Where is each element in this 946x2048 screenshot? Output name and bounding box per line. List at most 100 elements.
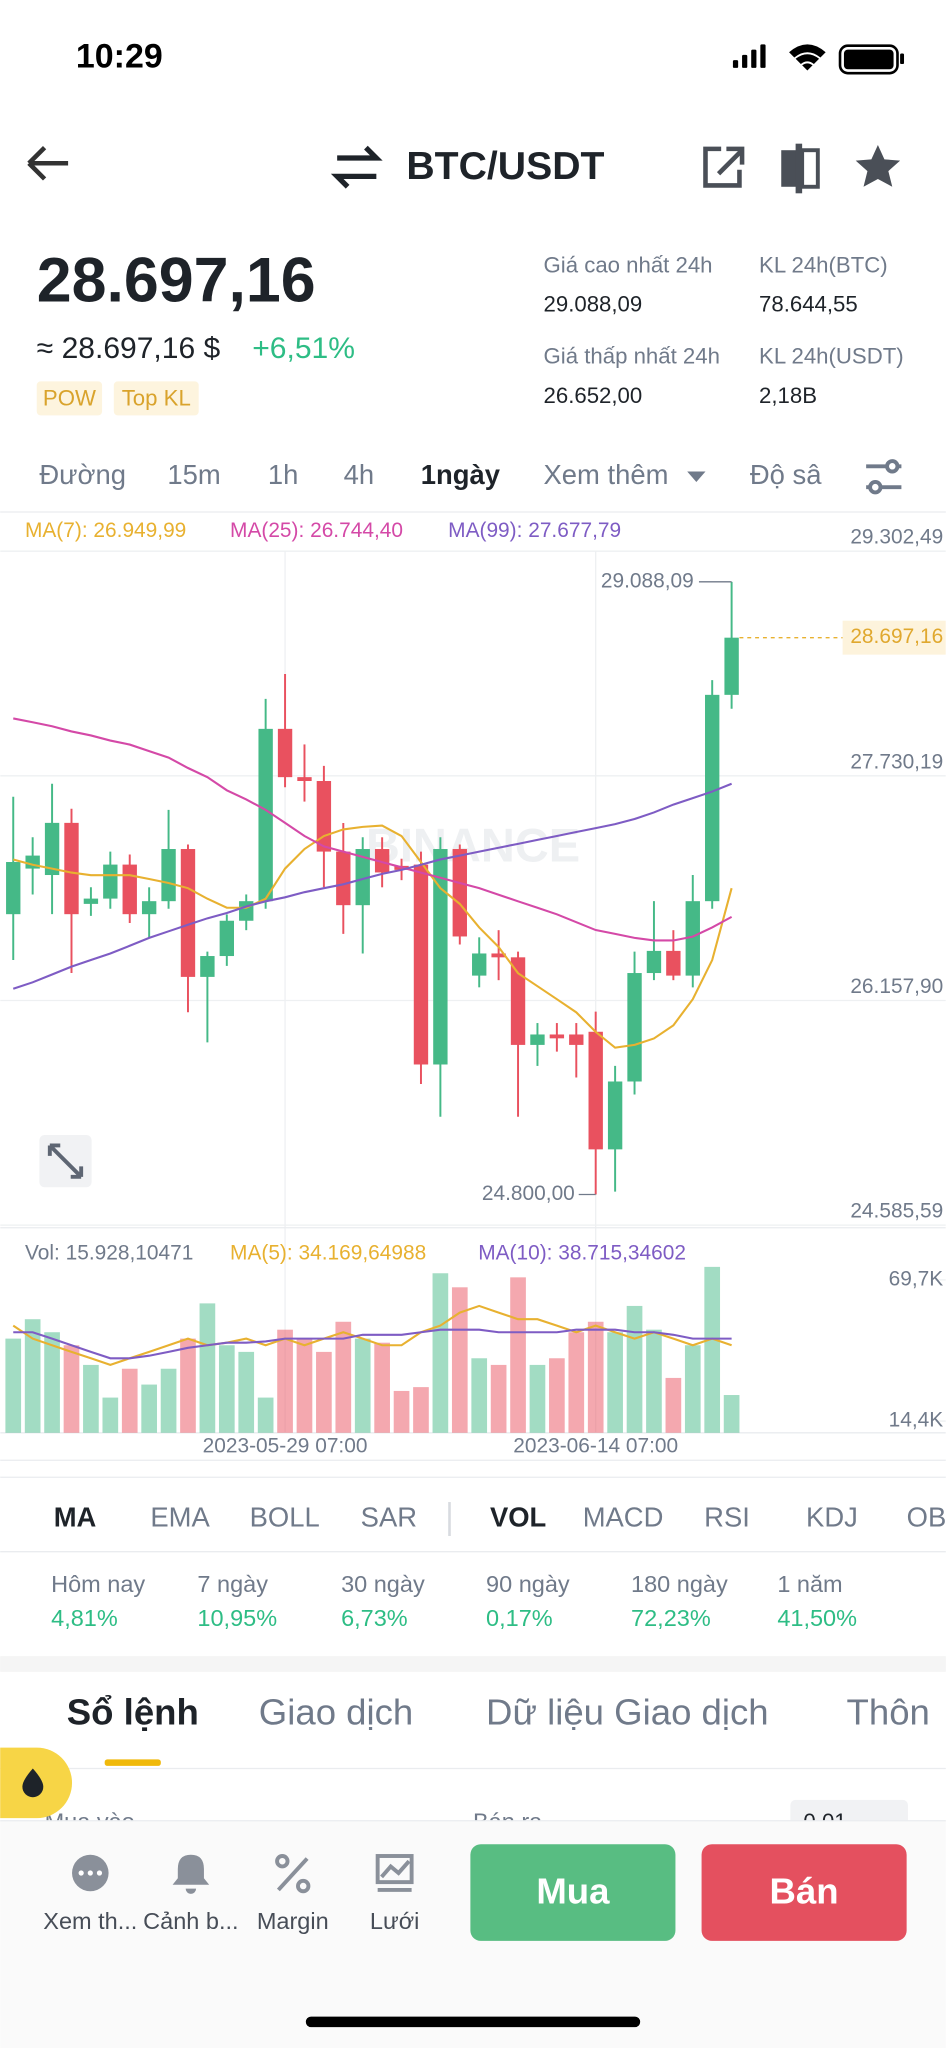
candle-body <box>472 953 487 976</box>
candle-body <box>433 849 448 1065</box>
candle-body <box>6 862 21 915</box>
stat-value: 29.088,09 <box>544 291 643 316</box>
grid-icon <box>375 1854 414 1892</box>
section-tab[interactable]: Giao dịch <box>259 1692 413 1733</box>
candle-body <box>491 953 506 958</box>
perf-value: 72,23% <box>631 1605 711 1631</box>
volume-bar <box>180 1338 196 1433</box>
tag[interactable]: Top KL <box>122 386 191 411</box>
indicator-tab[interactable]: RSI <box>704 1501 750 1532</box>
sell-label[interactable]: Bán <box>770 1871 839 1912</box>
alert-icon <box>172 1854 210 1894</box>
vol-ma-legend: MA(5): 34.169,64988 <box>230 1241 426 1264</box>
perf-label: 7 ngày <box>197 1571 268 1597</box>
volume-bar <box>626 1305 643 1433</box>
last-price-bg <box>842 620 946 655</box>
y-tick-label: 27.730,19 <box>850 750 943 773</box>
status-icons <box>732 44 905 75</box>
indicator-tab[interactable]: EMA <box>150 1501 210 1532</box>
candle-body <box>64 822 79 915</box>
volume-bar <box>684 1345 701 1433</box>
nav-label[interactable]: Lưới <box>370 1908 419 1934</box>
buy-label[interactable]: Mua <box>536 1871 610 1912</box>
section-gap <box>0 1656 946 1672</box>
tag[interactable]: POW <box>43 386 96 411</box>
last-price: 28.697,16 <box>37 245 316 315</box>
candle-body <box>336 851 351 906</box>
x-tick-label: 2023-06-14 07:00 <box>513 1435 678 1458</box>
indicator-tab[interactable]: BOLL <box>250 1501 320 1532</box>
compare-icon[interactable] <box>781 143 820 194</box>
candle-body <box>258 728 273 902</box>
nav-label[interactable]: Xem th... <box>43 1908 137 1934</box>
volume-bar <box>63 1345 80 1433</box>
volume-bar <box>451 1287 468 1433</box>
volume-bar <box>607 1332 623 1433</box>
perf-label: 90 ngày <box>486 1571 570 1597</box>
candle-body <box>530 1034 545 1045</box>
candle-body <box>355 849 370 906</box>
section-tab[interactable]: Dữ liệu Giao dịch <box>486 1692 769 1733</box>
section-tab[interactable]: Thôn <box>847 1692 930 1733</box>
indicator-tab[interactable]: OB <box>907 1501 946 1532</box>
indicator-tab[interactable]: KDJ <box>806 1501 858 1532</box>
perf-value: 4,81% <box>51 1605 118 1631</box>
candle-body <box>103 864 118 899</box>
ma-legend: MA(99): 27.677,79 <box>448 519 621 542</box>
settings-icon[interactable] <box>866 459 902 495</box>
watermark: BINANCE <box>366 818 580 871</box>
volume-bar <box>723 1395 740 1433</box>
perf-label: Hôm nay <box>51 1571 145 1597</box>
indicator-tab[interactable]: MA <box>54 1501 97 1532</box>
perf-value: 0,17% <box>486 1605 553 1631</box>
tag-bg <box>36 381 103 416</box>
indicator-tab[interactable]: SAR <box>361 1501 417 1532</box>
candle-body <box>277 728 293 778</box>
expand-icon[interactable] <box>39 1135 92 1188</box>
last-price-label: 28.697,16 <box>850 625 943 648</box>
interval-tab[interactable]: 15m <box>167 459 220 490</box>
indicator-tab[interactable]: MACD <box>583 1501 664 1532</box>
indicator-tab[interactable]: VOL <box>490 1501 546 1532</box>
volume-bar <box>587 1321 604 1433</box>
vol-tick-label: 69,7K <box>889 1267 944 1290</box>
perf-label: 1 năm <box>777 1571 842 1597</box>
home-indicator <box>305 2016 641 2028</box>
candle-body <box>724 637 739 695</box>
candle-body <box>646 950 662 974</box>
stat-label: KL 24h(BTC) <box>759 252 888 277</box>
floating-icon <box>22 1768 44 1798</box>
volume-bar <box>510 1277 526 1433</box>
favorite-icon[interactable] <box>855 144 901 187</box>
volume-bar <box>238 1351 255 1433</box>
interval-tab[interactable]: 1ngày <box>421 459 501 490</box>
nav-label[interactable]: Margin <box>257 1908 329 1934</box>
volume-bar <box>102 1397 119 1433</box>
candle-body <box>219 920 234 957</box>
perf-value: 41,50% <box>777 1605 857 1631</box>
section-tab[interactable]: Sổ lệnh <box>67 1692 199 1733</box>
sell-button[interactable] <box>701 1844 907 1941</box>
volume-bar <box>335 1321 352 1433</box>
status-time: 10:29 <box>76 38 163 76</box>
interval-tab[interactable]: Xem thêm <box>544 459 669 490</box>
perf-label: 30 ngày <box>341 1571 425 1597</box>
candle-body <box>666 950 681 976</box>
swap-icon <box>330 145 383 189</box>
back-button[interactable] <box>27 145 69 181</box>
candle-body <box>44 822 60 876</box>
volume-bar <box>44 1332 60 1433</box>
buy-button[interactable] <box>470 1844 676 1941</box>
volume-bar <box>199 1303 216 1433</box>
pair-title[interactable]: BTC/USDT <box>406 145 604 188</box>
interval-tab[interactable]: Độ sâ <box>750 459 822 490</box>
candle-body <box>180 849 196 977</box>
candle-body <box>452 849 467 937</box>
interval-tab[interactable]: Đường <box>39 459 126 490</box>
interval-tab[interactable]: 1h <box>268 459 298 490</box>
share-icon[interactable] <box>703 146 745 188</box>
volume-bar <box>432 1273 449 1433</box>
interval-tab[interactable]: 4h <box>344 459 374 490</box>
candle-body <box>705 694 720 902</box>
nav-label[interactable]: Cảnh b... <box>143 1908 238 1934</box>
